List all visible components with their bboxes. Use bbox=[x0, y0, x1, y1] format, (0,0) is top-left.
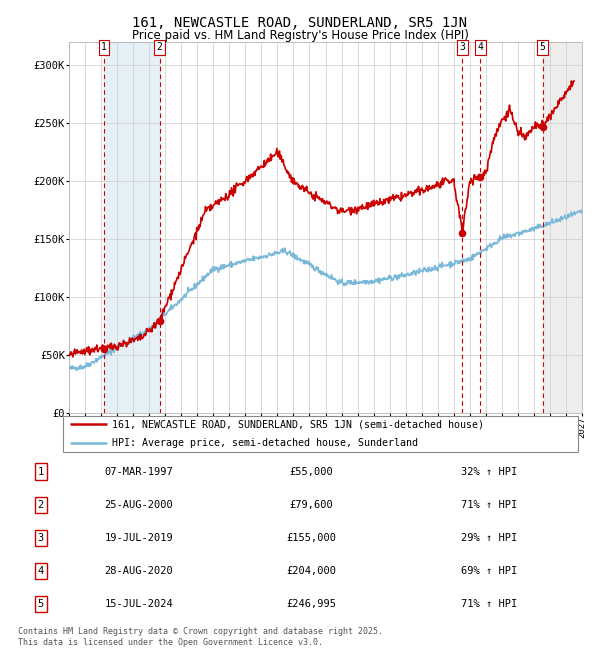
Bar bbox=[542, 42, 582, 413]
Text: 161, NEWCASTLE ROAD, SUNDERLAND, SR5 1JN: 161, NEWCASTLE ROAD, SUNDERLAND, SR5 1JN bbox=[133, 16, 467, 31]
Text: 19-JUL-2019: 19-JUL-2019 bbox=[104, 533, 173, 543]
Text: 71% ↑ HPI: 71% ↑ HPI bbox=[461, 500, 518, 510]
FancyBboxPatch shape bbox=[62, 416, 578, 452]
Bar bbox=[104, 42, 160, 413]
Text: 3: 3 bbox=[460, 42, 466, 52]
Text: 4: 4 bbox=[38, 566, 44, 576]
Text: £155,000: £155,000 bbox=[287, 533, 337, 543]
Text: 5: 5 bbox=[539, 42, 545, 52]
Text: 32% ↑ HPI: 32% ↑ HPI bbox=[461, 467, 518, 476]
Text: 3: 3 bbox=[38, 533, 44, 543]
Text: £246,995: £246,995 bbox=[287, 599, 337, 609]
Text: 161, NEWCASTLE ROAD, SUNDERLAND, SR5 1JN (semi-detached house): 161, NEWCASTLE ROAD, SUNDERLAND, SR5 1JN… bbox=[112, 419, 484, 430]
Text: 2: 2 bbox=[38, 500, 44, 510]
Text: 1: 1 bbox=[101, 42, 107, 52]
Text: 2: 2 bbox=[157, 42, 163, 52]
Text: 5: 5 bbox=[38, 599, 44, 609]
Point bbox=[476, 172, 485, 182]
Text: £79,600: £79,600 bbox=[290, 500, 334, 510]
Point bbox=[538, 122, 547, 132]
Text: £204,000: £204,000 bbox=[287, 566, 337, 576]
Text: 71% ↑ HPI: 71% ↑ HPI bbox=[461, 599, 518, 609]
Text: 69% ↑ HPI: 69% ↑ HPI bbox=[461, 566, 518, 576]
Text: HPI: Average price, semi-detached house, Sunderland: HPI: Average price, semi-detached house,… bbox=[112, 438, 418, 448]
Text: 1: 1 bbox=[38, 467, 44, 476]
Point bbox=[99, 344, 109, 354]
Text: 07-MAR-1997: 07-MAR-1997 bbox=[104, 467, 173, 476]
Text: 15-JUL-2024: 15-JUL-2024 bbox=[104, 599, 173, 609]
Text: Price paid vs. HM Land Registry's House Price Index (HPI): Price paid vs. HM Land Registry's House … bbox=[131, 29, 469, 42]
Point bbox=[458, 228, 467, 239]
Text: £55,000: £55,000 bbox=[290, 467, 334, 476]
Text: 29% ↑ HPI: 29% ↑ HPI bbox=[461, 533, 518, 543]
Text: 28-AUG-2020: 28-AUG-2020 bbox=[104, 566, 173, 576]
Text: 4: 4 bbox=[478, 42, 483, 52]
Point bbox=[155, 315, 164, 326]
Text: 25-AUG-2000: 25-AUG-2000 bbox=[104, 500, 173, 510]
Text: Contains HM Land Registry data © Crown copyright and database right 2025.
This d: Contains HM Land Registry data © Crown c… bbox=[18, 627, 383, 647]
